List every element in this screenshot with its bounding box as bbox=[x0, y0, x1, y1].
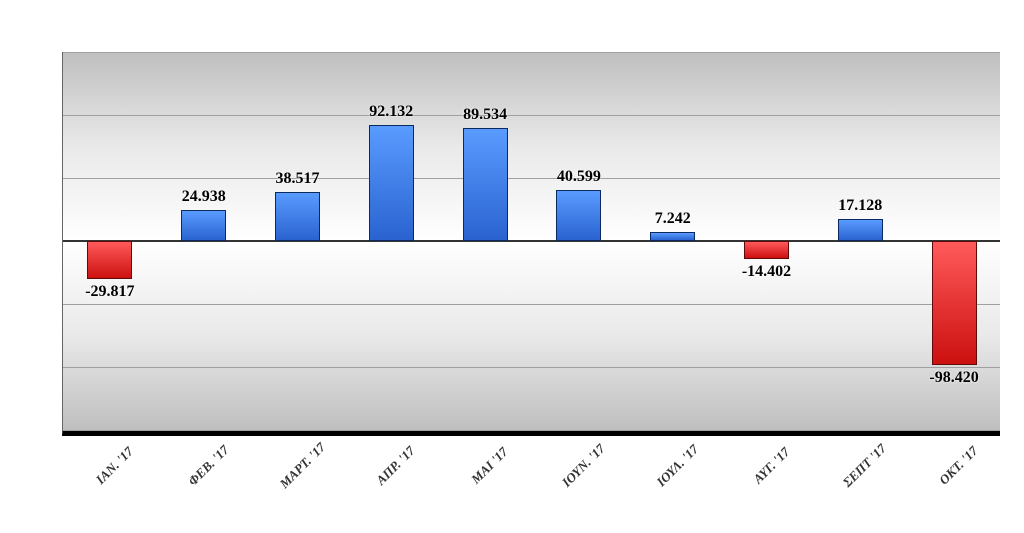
x-axis-label: ΜΑΙ '17 bbox=[468, 444, 511, 487]
x-axis-label: ΟΚΤ. '17 bbox=[936, 443, 981, 488]
bar-value-label: 38.517 bbox=[258, 170, 338, 188]
gridline bbox=[63, 367, 1000, 368]
bar-value-label: 40.599 bbox=[539, 168, 619, 186]
x-axis-label: ΜΑΡΤ. '17 bbox=[276, 439, 328, 491]
x-axis-label: ΙΟΥΝ. '17 bbox=[559, 441, 609, 491]
bar bbox=[744, 241, 789, 259]
bar-value-label: 7.242 bbox=[633, 210, 713, 228]
bar-value-label: 17.128 bbox=[820, 197, 900, 215]
bar bbox=[838, 219, 883, 241]
bar bbox=[463, 128, 508, 241]
plot-area: -29.817 24.938 38.517 92.132 89.534 40.599 7.2… bbox=[62, 52, 1000, 436]
bar bbox=[932, 241, 977, 365]
x-axis-label: ΦΕΒ. '17 bbox=[185, 442, 232, 489]
bar-value-label: -14.402 bbox=[727, 263, 807, 281]
bar-value-label: -29.817 bbox=[70, 283, 150, 301]
x-axis-label: ΙΟΥΛ. '17 bbox=[653, 441, 701, 489]
gridline bbox=[63, 304, 1000, 305]
bar bbox=[181, 210, 226, 241]
bar-value-label: -98.420 bbox=[914, 369, 994, 387]
gridline bbox=[63, 430, 1000, 431]
bar-value-label: 92.132 bbox=[351, 103, 431, 121]
x-axis-label: ΑΥΓ. '17 bbox=[750, 444, 793, 487]
bar bbox=[650, 232, 695, 241]
chart-container: -29.817 24.938 38.517 92.132 89.534 40.599 7.2… bbox=[0, 0, 1024, 533]
x-axis-label: ΙΑΝ. '17 bbox=[93, 444, 137, 488]
bar bbox=[275, 192, 320, 241]
bar-value-label: 24.938 bbox=[164, 188, 244, 206]
gridline bbox=[63, 52, 1000, 53]
x-axis-label: ΑΠΡ. '17 bbox=[373, 443, 418, 488]
bar bbox=[87, 241, 132, 279]
bar bbox=[556, 190, 601, 241]
gridline bbox=[63, 115, 1000, 116]
bar bbox=[369, 125, 414, 241]
gridline bbox=[63, 178, 1000, 179]
x-axis-label: ΣΕΠΤ '17 bbox=[840, 441, 890, 491]
bar-value-label: 89.534 bbox=[445, 106, 525, 124]
